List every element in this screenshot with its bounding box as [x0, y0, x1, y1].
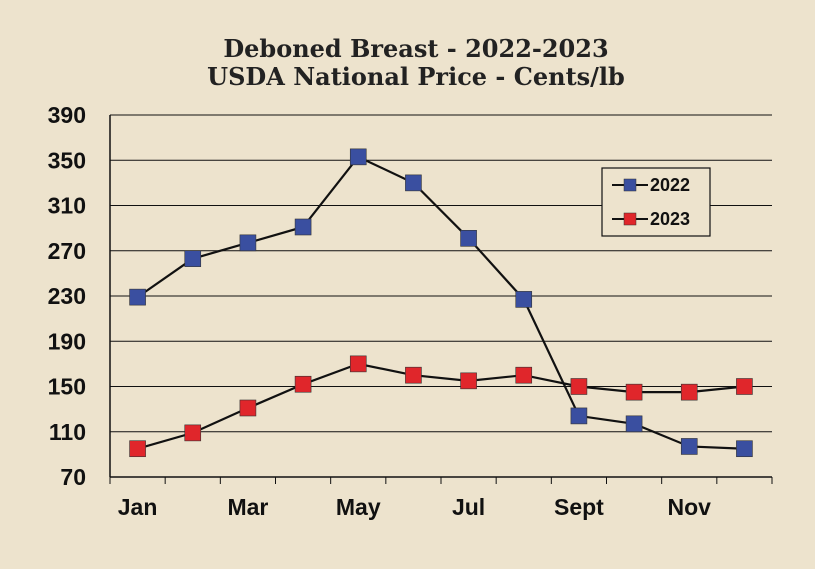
- data-point-2023: [570, 378, 588, 395]
- data-point-2022: [129, 288, 146, 306]
- x-tick-label: Jul: [452, 494, 485, 520]
- data-point-2022: [239, 234, 257, 252]
- data-point-2023: [349, 355, 367, 373]
- y-tick-label: 350: [48, 147, 86, 173]
- data-point-2023: [515, 366, 533, 384]
- data-point-2023: [294, 375, 312, 393]
- y-tick-label: 230: [48, 283, 86, 309]
- data-point-2023: [736, 378, 753, 395]
- x-axis-ticks: Jan Mar May Jul Sept Nov: [109, 477, 773, 520]
- data-point-2022: [625, 415, 643, 433]
- x-tick-label: May: [336, 494, 381, 520]
- data-point-2022: [570, 407, 588, 425]
- series-line-2022: [136, 155, 745, 450]
- y-axis-ticks: 70 110 150 190 230 270 310 350 390: [48, 102, 86, 490]
- legend-marker-2022: [623, 178, 637, 192]
- x-tick-label: Jan: [118, 494, 158, 520]
- legend: 2022 2023: [601, 167, 711, 237]
- legend-label-2022: 2022: [650, 175, 690, 195]
- legend-label-2023: 2023: [650, 209, 690, 229]
- x-tick-label: Nov: [668, 494, 712, 520]
- legend-marker-2023: [623, 212, 637, 226]
- data-point-2022: [515, 291, 533, 308]
- data-point-2022: [736, 440, 753, 458]
- x-tick-label: Mar: [227, 494, 268, 520]
- data-point-2022: [680, 438, 698, 455]
- y-tick-label: 270: [48, 238, 86, 264]
- y-tick-label: 310: [48, 193, 86, 219]
- y-tick-label: 150: [48, 374, 86, 400]
- data-point-2022: [294, 218, 312, 236]
- data-point-2023: [239, 399, 257, 417]
- chart-subtitle: USDA National Price - Cents/lb: [207, 62, 625, 91]
- legend-box: [601, 167, 711, 237]
- y-tick-label: 190: [48, 328, 86, 354]
- data-point-2023: [405, 366, 422, 384]
- data-point-2022: [349, 148, 367, 166]
- data-point-2023: [129, 440, 146, 458]
- series-line-2023: [137, 362, 745, 450]
- data-point-2023: [680, 383, 698, 401]
- y-tick-label: 70: [60, 464, 86, 490]
- y-tick-label: 110: [49, 419, 86, 445]
- x-tick-label: Sept: [554, 494, 604, 520]
- data-point-2022: [184, 250, 202, 267]
- data-point-2023: [625, 383, 643, 401]
- data-point-2022: [460, 230, 477, 247]
- data-point-2023: [460, 372, 477, 390]
- data-point-2022: [405, 174, 422, 192]
- series-layer: [129, 148, 753, 458]
- data-point-2023: [184, 424, 202, 442]
- y-tick-label: 390: [48, 102, 86, 128]
- chart-title: Deboned Breast - 2022-2023: [223, 34, 608, 63]
